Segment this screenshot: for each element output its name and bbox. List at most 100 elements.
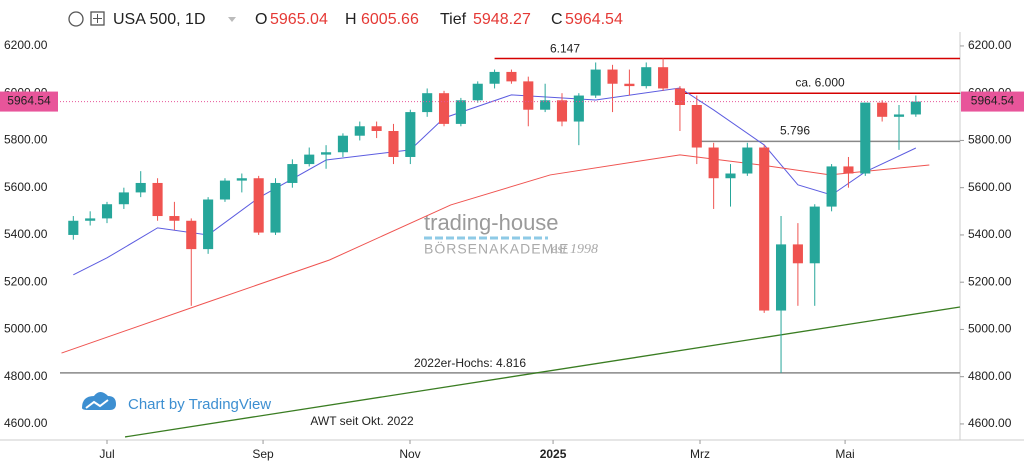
- price-badge: [0, 91, 58, 112]
- ohlc-label: H: [345, 11, 357, 28]
- y-tick-label: 6200.00: [4, 38, 48, 52]
- candle-body: [68, 220, 79, 235]
- price-badge: [961, 91, 1024, 112]
- candle-body: [809, 206, 820, 264]
- watermark-sub: BÖRSENAKADEMIE: [424, 240, 569, 257]
- y-tick-label: 4600.00: [968, 416, 1012, 430]
- y-tick-label: 5400.00: [4, 227, 48, 241]
- candle-body: [843, 166, 854, 174]
- icon[interactable]: [90, 11, 105, 26]
- candle-body: [118, 192, 129, 205]
- level-label: 2022er-Hochs: 4.816: [414, 356, 526, 370]
- candle-body: [253, 178, 264, 233]
- y-tick-label: 5200.00: [4, 274, 48, 288]
- candle-body: [708, 147, 719, 179]
- candle-body: [590, 69, 601, 96]
- y-tick-label: 5800.00: [4, 133, 48, 147]
- y-tick-label: 5000.00: [968, 322, 1012, 336]
- icon[interactable]: [68, 11, 84, 27]
- candle-body: [556, 100, 568, 122]
- candle-body: [641, 67, 652, 87]
- candle-body: [506, 71, 517, 82]
- x-tick-label: 2025: [540, 447, 567, 461]
- candle-body: [321, 152, 332, 155]
- ohlc-label: C: [551, 11, 563, 28]
- dropdown[interactable]: [228, 17, 236, 22]
- candle-body: [624, 83, 635, 87]
- symbol[interactable]: USA 500, 1D: [113, 11, 206, 28]
- y-tick-label: 4800.00: [4, 369, 48, 383]
- ohlc-value: 6005.66: [361, 11, 419, 28]
- candle-body: [337, 135, 348, 153]
- level-label: ca. 6.000: [795, 75, 845, 89]
- candle-body: [354, 126, 365, 136]
- candle-body: [371, 126, 382, 131]
- candle-body: [169, 216, 180, 221]
- candle-body: [540, 100, 551, 110]
- candle-body: [152, 182, 163, 217]
- candle-body: [270, 182, 281, 233]
- candle-body: [573, 95, 584, 122]
- x-tick-label: Nov: [399, 447, 420, 461]
- candle-body: [101, 204, 113, 219]
- credit[interactable]: Chart by TradingView: [82, 392, 271, 413]
- candle-body: [405, 112, 416, 157]
- candle-body: [860, 102, 871, 174]
- trendline-label: AWT seit Okt. 2022: [310, 414, 414, 428]
- y-tick-label: 4800.00: [968, 369, 1012, 383]
- y-tick-label: 6200.00: [968, 38, 1012, 52]
- y-tick-label: 5200.00: [968, 274, 1012, 288]
- y-tick-label: 5800.00: [968, 133, 1012, 147]
- level-label: 5.796: [780, 124, 810, 138]
- price-badge-label: 5964.54: [971, 94, 1015, 108]
- candle-body: [489, 71, 500, 84]
- candle-body: [85, 218, 96, 221]
- candle-body: [877, 102, 888, 117]
- candle-body: [472, 83, 483, 101]
- watermark: trading-house BÖRSENAKADEMIE est 1998: [424, 210, 598, 257]
- x-tick-label: Jul: [99, 447, 114, 461]
- ohlc-value: 5948.27: [473, 11, 531, 28]
- ohlc-value: 5965.04: [270, 11, 328, 28]
- watermark-est: est 1998: [551, 242, 598, 257]
- candle-body: [236, 178, 247, 181]
- candle-body: [388, 130, 399, 157]
- candle-body: [759, 147, 770, 311]
- candle-body: [742, 147, 753, 174]
- candle-body: [775, 244, 787, 311]
- candle-body: [287, 164, 298, 183]
- y-tick-label: 5000.00: [4, 322, 48, 336]
- candle-body: [219, 180, 231, 200]
- y-tick-label: 5600.00: [968, 180, 1012, 194]
- candle-body: [725, 173, 736, 179]
- ohlc-value: 5964.54: [565, 11, 623, 28]
- y-tick-label: 5400.00: [968, 227, 1012, 241]
- price-badge-label: 5964.54: [7, 94, 51, 108]
- candle-body: [893, 114, 905, 117]
- candle-body: [607, 69, 618, 84]
- candle-body: [438, 93, 450, 124]
- candle-body: [658, 67, 669, 89]
- ohlc-label: O: [255, 11, 267, 28]
- candle-body: [691, 105, 702, 148]
- tv-logo: [85, 399, 109, 409]
- ohlc-label: Tief: [440, 11, 467, 28]
- y-tick-label: 4600.00: [4, 416, 48, 430]
- candle-body: [455, 100, 466, 124]
- candle-body: [792, 244, 803, 264]
- candle-body: [304, 154, 315, 165]
- moving-average: [61, 154, 930, 354]
- trendline: [124, 306, 961, 438]
- x-tick-label: Mai: [835, 447, 854, 461]
- watermark-brand: trading-house: [424, 210, 559, 235]
- candle-body: [422, 93, 433, 113]
- credit-text[interactable]: Chart by TradingView: [128, 396, 271, 413]
- candle-body: [826, 166, 837, 207]
- candle-body: [910, 101, 921, 115]
- candle-body: [135, 182, 146, 193]
- candle-body: [203, 199, 214, 250]
- candle-body: [523, 81, 534, 110]
- candle-body: [186, 220, 197, 250]
- level-label: 6.147: [550, 42, 580, 56]
